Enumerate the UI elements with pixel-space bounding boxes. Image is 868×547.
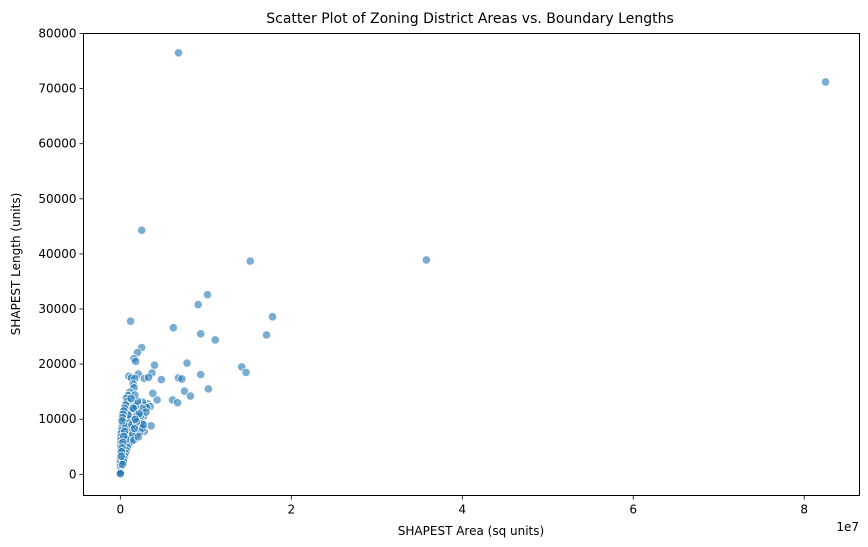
plot-frame: [83, 33, 860, 496]
data-point: [185, 391, 196, 401]
x-tick-label: 0: [117, 503, 125, 517]
data-point: [143, 372, 154, 382]
data-point: [421, 255, 431, 265]
data-point: [146, 421, 156, 431]
data-point: [137, 225, 147, 235]
data-point: [131, 356, 141, 366]
data-point: [196, 370, 206, 380]
data-point: [820, 77, 831, 87]
data-point: [182, 358, 192, 368]
data-point: [126, 393, 136, 403]
data-point: [149, 360, 160, 370]
data-point: [267, 312, 278, 322]
y-tick-label: 30000: [38, 302, 76, 316]
data-point: [126, 316, 136, 326]
data-point: [148, 388, 158, 398]
x-tick-label: 8: [800, 503, 808, 517]
data-point: [156, 374, 166, 385]
data-point: [116, 451, 126, 461]
data-point: [168, 323, 178, 333]
data-point: [261, 330, 272, 340]
data-point: [129, 424, 140, 434]
data-point: [241, 367, 251, 377]
x-tick-label: 4: [458, 503, 466, 517]
x-offset-label: 1e7: [836, 520, 859, 534]
x-tick-label: 2: [287, 503, 295, 517]
y-tick-label: 60000: [38, 137, 76, 151]
data-point: [130, 414, 140, 424]
data-point: [179, 386, 190, 396]
data-point: [177, 374, 187, 384]
data-point: [115, 469, 125, 479]
data-point: [173, 398, 183, 408]
data-point: [117, 416, 127, 426]
y-tick-label: 50000: [38, 192, 76, 206]
data-point: [210, 335, 220, 345]
data-point: [203, 384, 213, 394]
data-point: [133, 432, 143, 442]
x-axis-label: SHAPEST Area (sq units): [398, 524, 544, 538]
y-tick-label: 80000: [38, 27, 76, 41]
data-point: [196, 329, 206, 339]
points-layer: [115, 48, 831, 479]
data-point: [202, 290, 213, 300]
y-tick-label: 70000: [38, 82, 76, 96]
data-point: [152, 395, 162, 405]
x-axis: 0 2 4 6 8: [117, 495, 808, 517]
x-tick-label: 6: [629, 503, 637, 517]
y-tick-label: 40000: [38, 247, 76, 261]
data-point: [193, 300, 203, 310]
data-point: [245, 256, 255, 266]
y-tick-label: 20000: [38, 357, 76, 371]
chart-title: Scatter Plot of Zoning District Areas vs…: [266, 11, 674, 27]
y-axis: 0 10000 20000 30000 40000 50000 60000 70000 8000…: [38, 27, 84, 481]
data-point: [117, 459, 128, 469]
data-point: [173, 48, 184, 58]
y-axis-label: SHAPEST Length (units): [9, 193, 23, 336]
y-tick-label: 0: [69, 467, 77, 481]
y-tick-label: 10000: [38, 412, 76, 426]
